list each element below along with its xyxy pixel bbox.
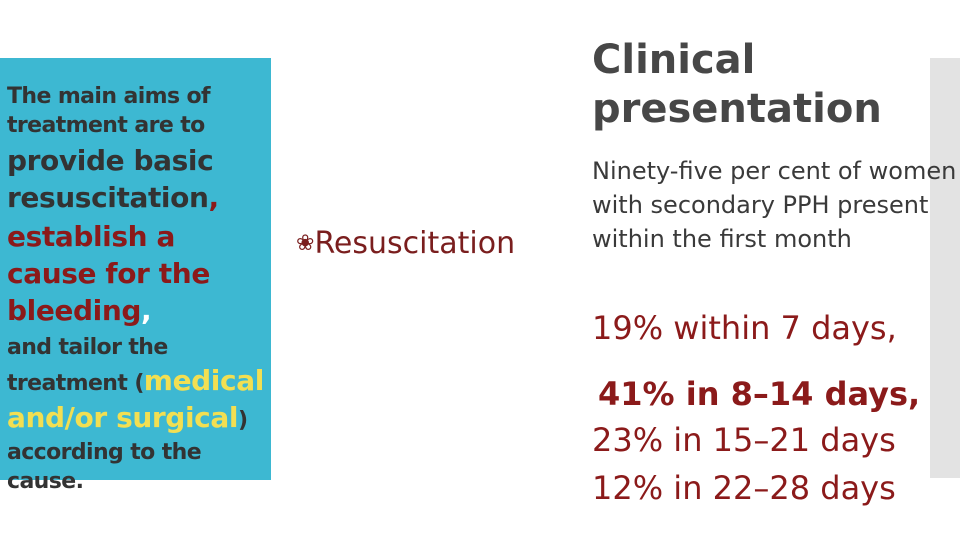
aims-intro: The main aims of treatment are to	[7, 84, 211, 138]
curved-bullet-icon: ❀	[296, 231, 315, 256]
resuscitation-label: Resuscitation	[314, 226, 516, 261]
aims-panel	[0, 58, 271, 480]
side-accent-bar	[930, 58, 960, 478]
stat-7-days: 19% within 7 days,	[592, 309, 897, 347]
aims-resuscitation: provide basic resuscitation,	[7, 142, 269, 216]
stat-22-28-days: 12% in 22–28 days	[592, 469, 896, 507]
tailor-text: tailor the treatment (	[7, 335, 168, 396]
close-paren: )	[238, 408, 248, 433]
resuscitation-bullet: ❀Resuscitation	[296, 222, 566, 265]
aims-text: The main aims of treatment are to provid…	[7, 82, 269, 496]
comma: ,	[141, 294, 152, 327]
aim-resuscitation-text: provide basic resuscitation	[7, 144, 214, 214]
aims-cause: establish a cause for the bleeding,	[7, 218, 269, 329]
stat-8-14-days: 41% in 8–14 days,	[598, 375, 921, 413]
stat-15-21-days: 23% in 15–21 days	[592, 421, 896, 459]
aim-cause-text: establish a cause for the bleeding	[7, 220, 210, 327]
section-title: Clinical presentation	[592, 37, 882, 132]
tailor-and: and	[7, 335, 59, 360]
presentation-intro: Ninety-five per cent of women with secon…	[592, 157, 957, 253]
aims-tailor: and tailor the treatment (medical and/or…	[7, 333, 269, 436]
treatment-type: medical and/or surgical	[7, 364, 264, 434]
aims-outro: according to the cause.	[7, 440, 202, 494]
comma: ,	[208, 181, 220, 214]
